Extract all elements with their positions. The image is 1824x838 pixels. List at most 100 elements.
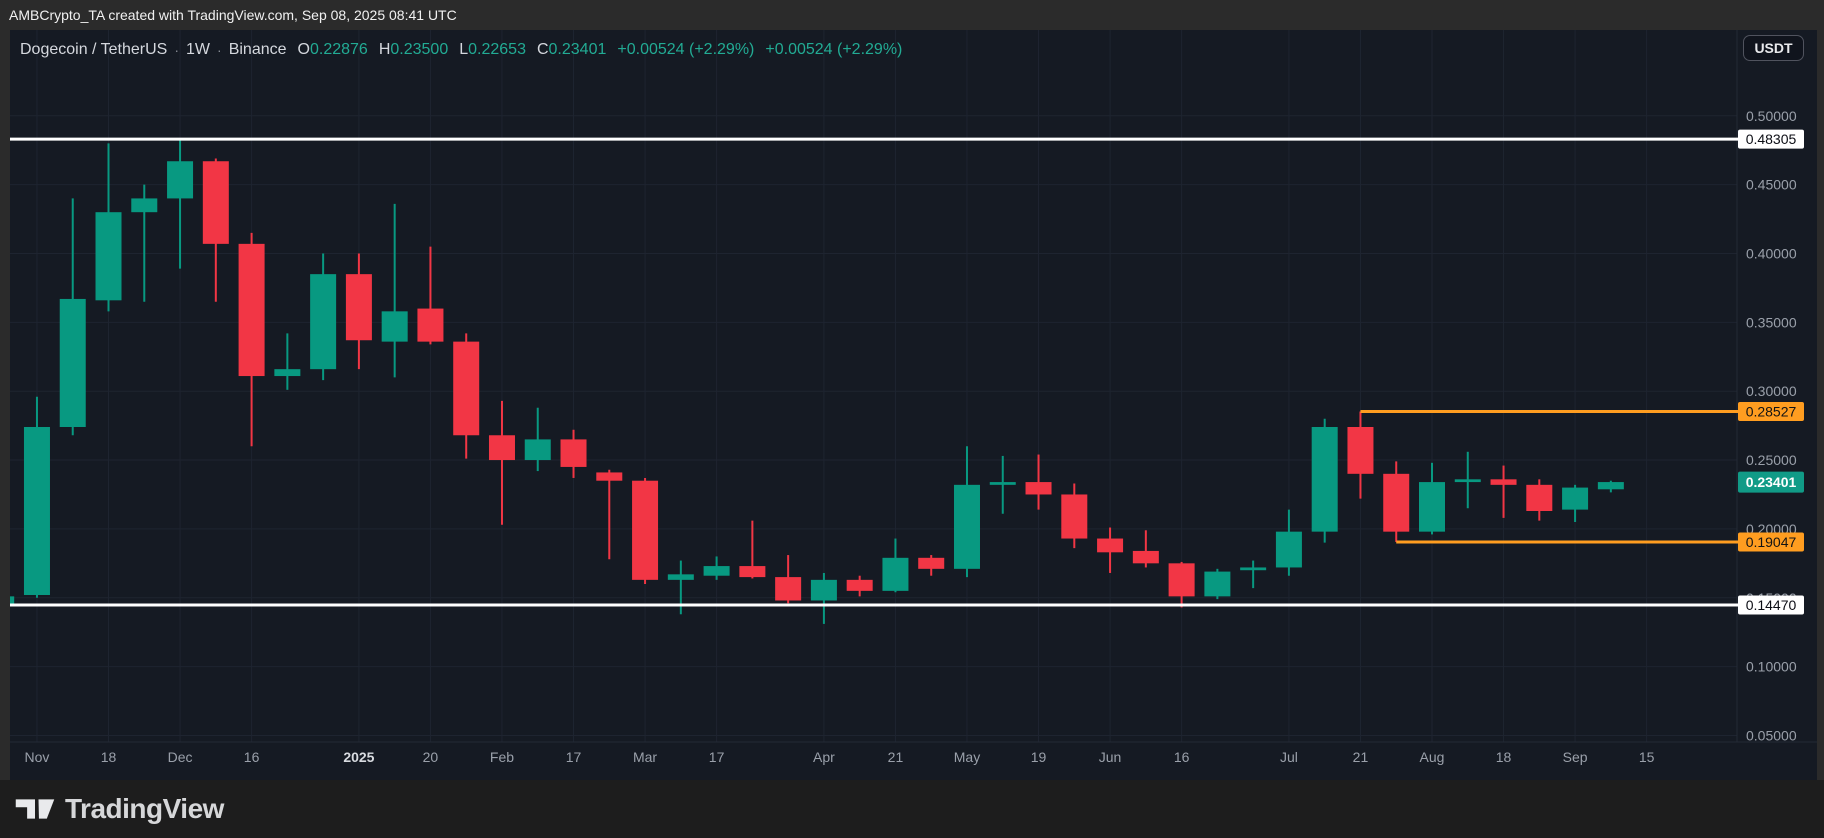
x-tick-label: 21 [888,749,904,765]
x-tick-label: 16 [1174,749,1190,765]
candle-body-2024-10-28 [10,596,15,607]
y-tick-label: 0.35000 [1746,314,1797,330]
candle-body-2024-11-25 [131,198,158,213]
candle-body-2025-04-07 [810,579,837,601]
legend-separator: · [217,42,222,58]
candle-body-2024-12-09 [202,161,229,244]
candle-body-2024-11-18 [95,212,122,301]
footer-bar: TradingView [0,780,1824,838]
price-chart[interactable]: 0.50000 0.45000 0.40000 0.35000 0.30000 0.250… [10,30,1817,780]
candle-body-2025-01-06 [345,274,372,341]
candle-body-2025-03-31 [775,577,802,601]
level-price-label-text: 0.19047 [1746,534,1797,550]
low-value: 0.22653 [468,41,526,58]
candle-body-2025-08-18 [1490,479,1517,485]
tradingview-logo-icon[interactable] [14,794,56,824]
candle-body-2025-02-24 [596,472,623,481]
current-price-label [1738,471,1804,493]
level-price-label-0.19047 [1738,532,1804,552]
tradingview-brand[interactable]: TradingView [65,793,224,824]
level-price-label-text: 0.48305 [1746,131,1797,147]
y-tick-label: 0.30000 [1746,383,1797,399]
level-price-label-0.48305 [1738,129,1804,149]
level-price-label-text: 0.28527 [1746,403,1797,419]
y-tick-label: 0.05000 [1746,727,1797,743]
x-tick-label: Mar [633,749,657,765]
candle-body-2025-08-04 [1419,482,1445,532]
high-value: 0.23500 [390,41,449,58]
ohlc-close: C0.23401 [536,41,607,58]
chart-legend: Dogecoin / TetherUS · 1W · Binance O0.22… [20,39,902,61]
y-tick-label: 0.45000 [1746,177,1797,193]
x-tick-label: Aug [1420,749,1445,765]
x-tick-label: Jun [1099,749,1122,765]
candle-body-2025-03-24 [739,566,766,578]
candle-body-2025-04-21 [882,557,909,591]
y-tick-label: 0.10000 [1746,659,1797,675]
candle-body-2025-07-07 [1275,531,1302,568]
candle-body-2025-06-16 [1168,563,1195,597]
interval-label[interactable]: 1W [186,41,211,58]
change-percent: +0.00524 (+2.29%) [765,41,903,58]
candle-body-2025-07-21 [1347,427,1374,474]
x-tick-label: Feb [490,749,514,765]
x-tick-label: 2025 [343,749,374,765]
y-tick-label: 0.50000 [1746,108,1797,124]
candle-body-2025-05-12 [989,482,1016,485]
open-value: 0.22876 [309,41,368,58]
symbol-title[interactable]: Dogecoin / TetherUS [20,41,168,58]
candle-body-2025-07-28 [1383,473,1410,532]
candle-body-2024-11-04 [23,427,50,595]
x-tick-label: Dec [168,749,193,765]
x-tick-label: Nov [25,749,50,765]
attribution-bar: AMBCrypto_TA created with TradingView.co… [0,0,1824,30]
candle-body-2025-06-09 [1132,550,1159,564]
level-price-label-0.28527 [1738,401,1804,421]
candle-body-2025-09-08 [1597,482,1624,490]
candle-body-2025-08-25 [1526,484,1553,511]
candle-body-2025-04-14 [846,579,873,591]
x-tick-label: 17 [709,749,725,765]
x-tick-label: 15 [1639,749,1655,765]
candle-body-2025-03-10 [667,574,694,580]
candle-body-2025-05-05 [953,484,980,569]
x-tick-label: 16 [244,749,260,765]
candle-body-2025-02-17 [560,439,587,467]
x-tick-label: 19 [1031,749,1047,765]
candle-body-2025-02-10 [524,439,551,461]
y-tick-label: 0.25000 [1746,452,1797,468]
close-value: 0.23401 [548,41,607,58]
candle-body-2025-01-13 [381,311,408,342]
candle-body-2025-05-26 [1061,494,1088,539]
candle-body-2025-05-19 [1025,482,1052,495]
ohlc-open: O0.22876 [297,41,368,58]
candle-body-2024-12-30 [310,274,337,370]
change-absolute: +0.00524 (+2.29%) [617,41,755,58]
candle-body-2024-12-23 [274,369,301,377]
attribution-text: AMBCrypto_TA created with TradingView.co… [9,7,457,23]
level-price-label-text: 0.14470 [1746,597,1797,613]
x-tick-label: 18 [1496,749,1512,765]
candle-body-2025-04-28 [918,557,945,569]
x-tick-label: May [954,749,980,765]
candle-body-2025-02-03 [488,435,515,461]
exchange-label: Binance [228,41,287,58]
candle-body-2025-01-27 [453,341,480,436]
x-tick-label: 18 [101,749,117,765]
x-tick-label: Jul [1280,749,1298,765]
candle-body-2025-06-30 [1240,567,1267,571]
candle-body-2025-01-20 [417,308,444,342]
candle-body-2025-03-03 [632,480,659,580]
currency-toggle-button[interactable]: USDT [1743,35,1804,61]
x-tick-label: Sep [1563,749,1588,765]
candle-body-2025-06-02 [1097,538,1124,553]
x-tick-label: 21 [1353,749,1369,765]
candle-body-2024-12-02 [167,161,194,199]
x-tick-label: Apr [813,749,835,765]
legend-separator: · [174,42,180,58]
candle-body-2025-03-17 [703,566,730,576]
candle-body-2024-11-11 [59,298,86,428]
x-tick-label: 20 [423,749,439,765]
candle-body-2025-06-23 [1204,571,1231,597]
candle-body-2025-07-14 [1311,427,1338,532]
